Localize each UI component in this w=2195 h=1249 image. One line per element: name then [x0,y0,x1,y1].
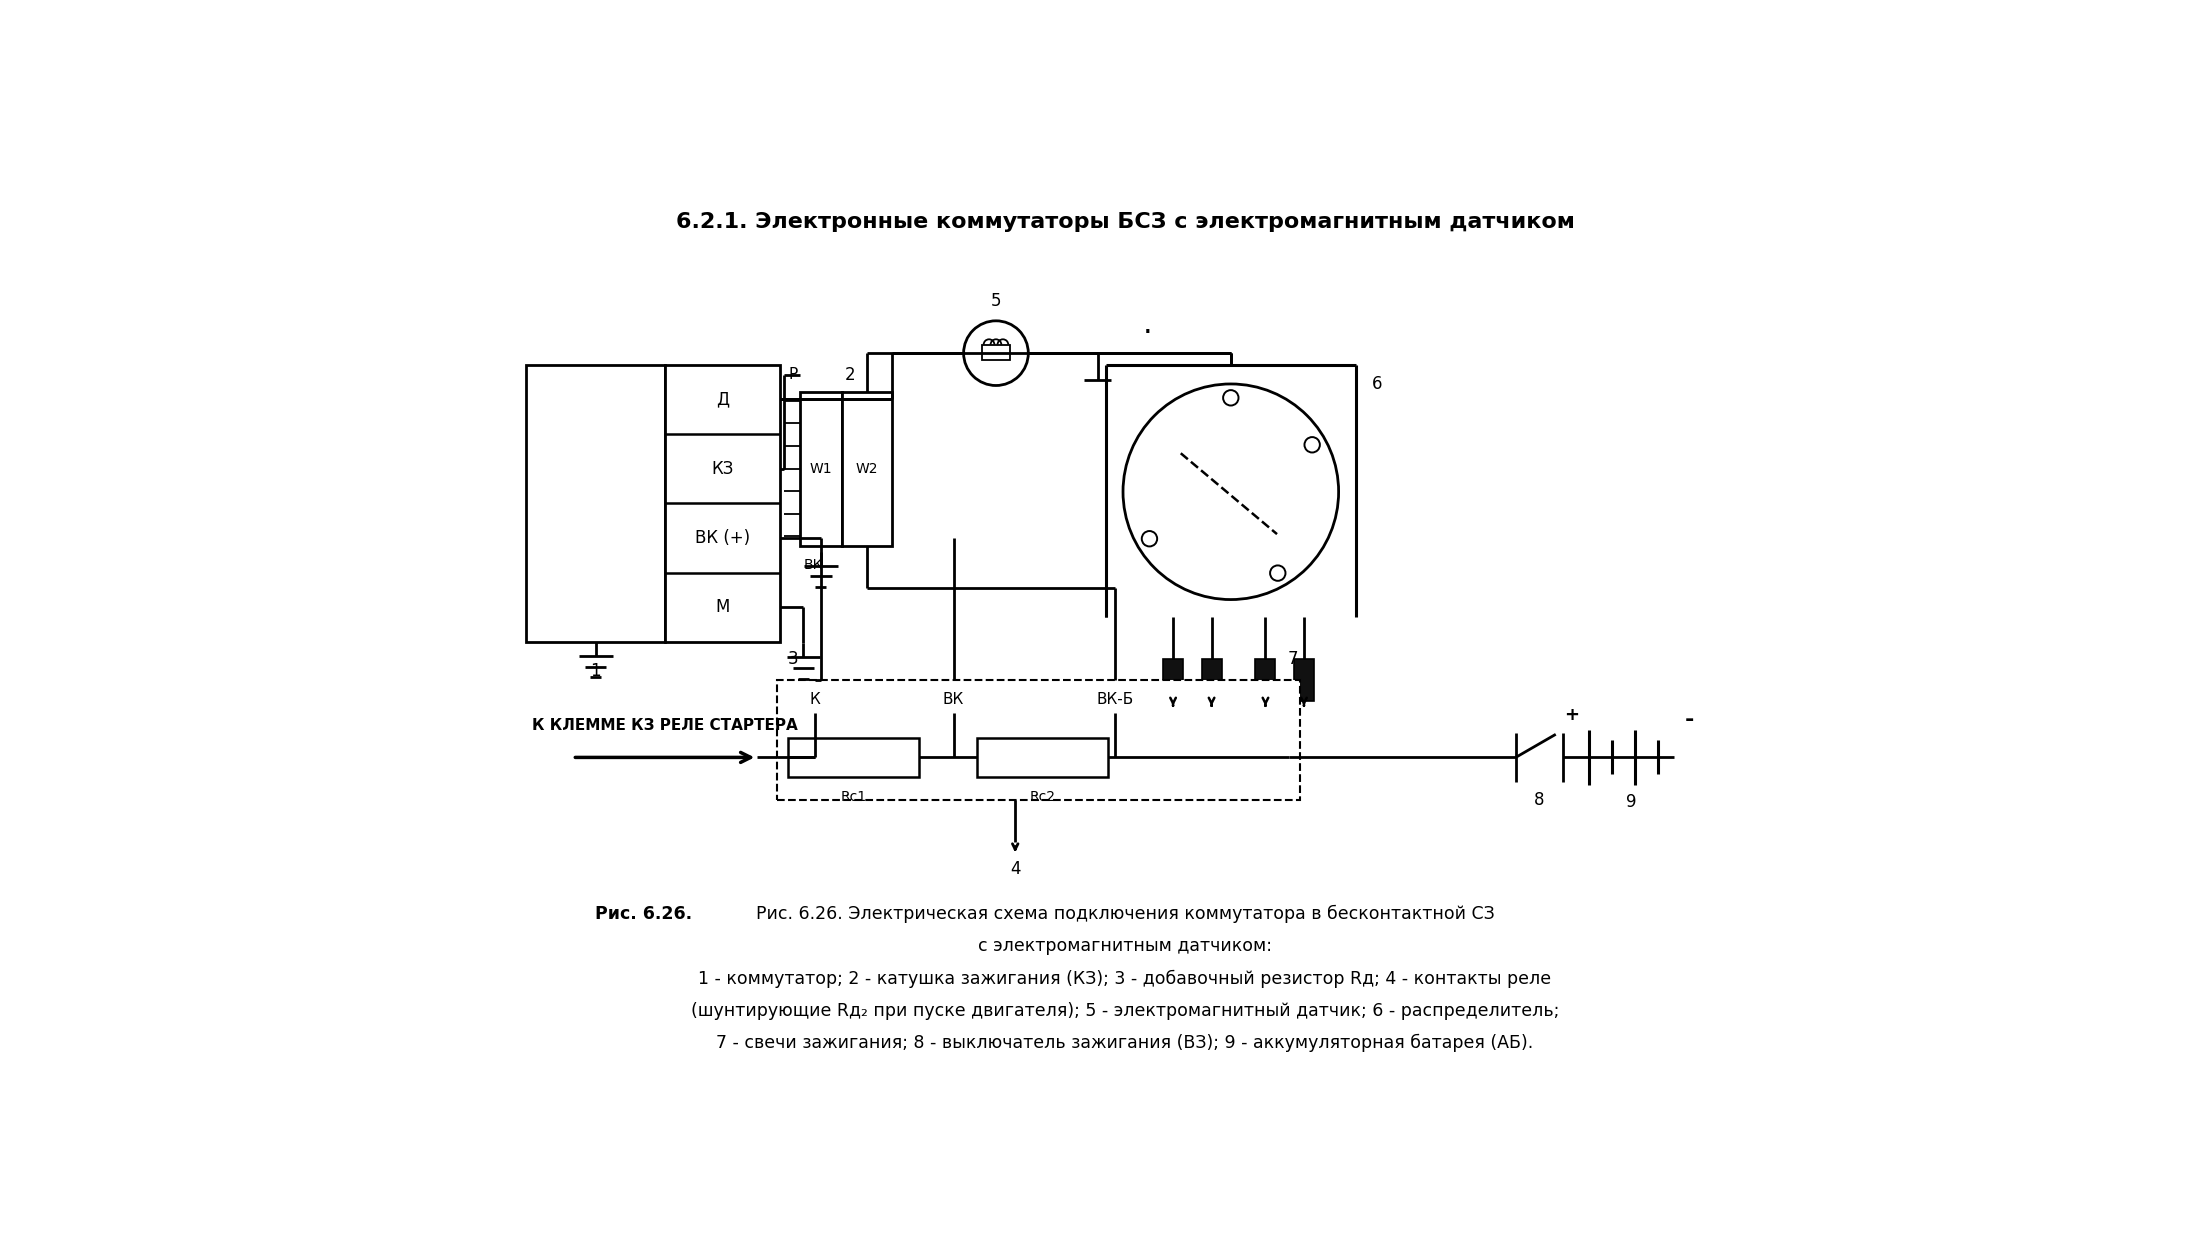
Bar [665,365,781,642]
Bar [777,681,1299,799]
Text: 9: 9 [1626,793,1637,811]
Text: Рис. 6.26. Электрическая схема подключения коммутатора в бесконтактной СЗ: Рис. 6.26. Электрическая схема подключен… [755,904,1495,923]
Bar [1295,659,1315,701]
Text: 1: 1 [590,662,601,681]
Text: W2: W2 [856,462,878,476]
Text: 8: 8 [1534,791,1545,809]
Text: ·: · [1144,320,1152,348]
Text: 6.2.1. Электронные коммутаторы БСЗ с электромагнитным датчиком: 6.2.1. Электронные коммутаторы БСЗ с эле… [676,212,1574,232]
Text: ВК: ВК [803,558,823,572]
Bar [981,345,1010,360]
Text: К: К [810,692,821,707]
Text: 4: 4 [1010,861,1021,878]
Text: Rс2: Rс2 [1029,791,1056,804]
Text: ВК-Б: ВК-Б [1098,692,1135,707]
Text: КЗ: КЗ [711,460,733,477]
Text: -: - [1684,711,1695,731]
Text: 7: 7 [1286,649,1297,668]
Text: 2: 2 [845,366,856,383]
Text: +: + [1565,706,1580,724]
Text: Д: Д [716,391,729,408]
Bar [1163,659,1183,701]
Text: Rс1: Rс1 [841,791,867,804]
Bar [843,392,891,546]
Bar [799,392,843,546]
Text: с электромагнитным датчиком:: с электромагнитным датчиком: [979,937,1271,955]
Bar [527,365,665,642]
Text: Рис. 6.26.: Рис. 6.26. [595,904,691,923]
Text: 1 - коммутатор; 2 - катушка зажигания (КЗ); 3 - добавочный резистор Rд; 4 - конт: 1 - коммутатор; 2 - катушка зажигания (К… [698,969,1552,988]
Bar [788,738,920,777]
Text: P: P [788,367,799,382]
Text: 5: 5 [990,292,1001,310]
Bar [977,738,1108,777]
Text: Рис. 6.26. Электрическая схема подключения коммутатора в бесконтактной СЗ: Рис. 6.26. Электрическая схема подключен… [755,904,1495,923]
Text: ВК: ВК [944,692,964,707]
Text: 6: 6 [1372,375,1383,393]
Text: К КЛЕММЕ КЗ РЕЛЕ СТАРТЕРА: К КЛЕММЕ КЗ РЕЛЕ СТАРТЕРА [531,718,797,733]
Text: ВК (+): ВК (+) [696,530,751,547]
Text: (шунтирующие Rд₂ при пуске двигателя); 5 - электромагнитный датчик; 6 - распреде: (шунтирующие Rд₂ при пуске двигателя); 5… [691,1002,1558,1019]
Text: 7 - свечи зажигания; 8 - выключатель зажигания (ВЗ); 9 - аккумуляторная батарея : 7 - свечи зажигания; 8 - выключатель заж… [716,1034,1534,1052]
Text: W1: W1 [810,462,832,476]
Bar [1256,659,1275,701]
Bar [1201,659,1223,701]
Text: М: М [716,598,729,616]
Text: 3: 3 [788,649,799,668]
